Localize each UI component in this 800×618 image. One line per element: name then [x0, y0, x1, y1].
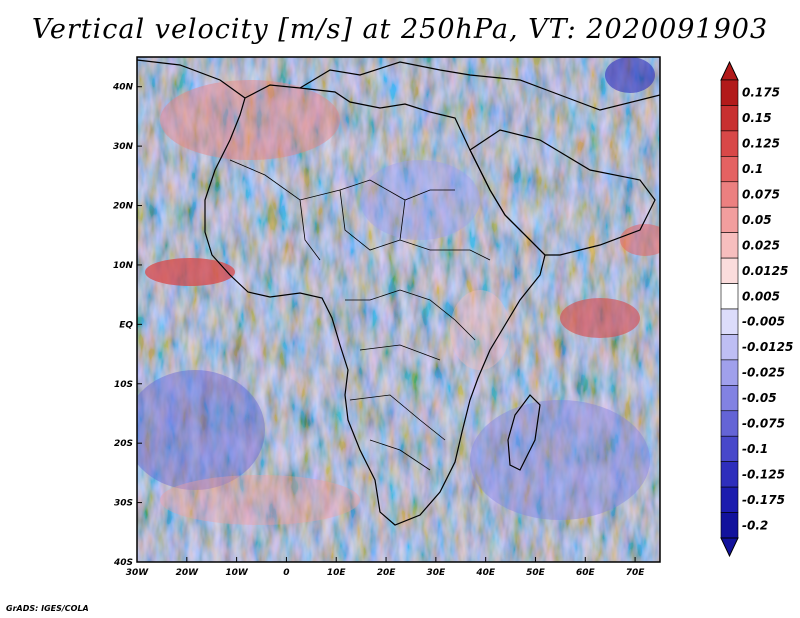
colorbar-label: -0.175	[742, 493, 785, 507]
lon-tick-label: 20W	[176, 568, 200, 578]
africa-coastline	[204, 84, 546, 526]
colorbar-segment	[720, 435, 739, 462]
lon-tick-label: 0	[283, 568, 289, 578]
lat-tick-label: 10S	[114, 380, 133, 390]
colorbar-segment	[720, 79, 739, 106]
coastlines	[137, 59, 660, 526]
colorbar-segment	[720, 130, 739, 157]
colorbar-label: -0.05	[742, 391, 777, 405]
colorbar-label: -0.125	[742, 467, 785, 481]
colorbar-label: -0.005	[742, 315, 785, 329]
lon-tick-label: 10E	[327, 568, 347, 578]
lon-tick-label: 30E	[427, 568, 447, 578]
country-borders	[229, 159, 491, 471]
colorbar-label: 0.0125	[742, 264, 788, 278]
colorbar-top-arrow	[720, 60, 739, 81]
lon-tick-label: 70E	[626, 568, 646, 578]
colorbar: 0.175 0.15 0.125 0.1 0.075 0.05 0.025 0.0125 0.0…	[720, 60, 793, 558]
colorbar-label: -0.0125	[742, 340, 793, 354]
colorbar-bottom-arrow	[720, 537, 739, 558]
lon-tick-label: 60E	[576, 568, 596, 578]
latitude-axis: 40N 30N 20N 10N EQ 10S 20S 30S 40S	[112, 83, 142, 568]
lat-tick-label: EQ	[119, 320, 133, 330]
lat-tick-label: 20N	[113, 202, 134, 212]
lat-tick-label: 30N	[113, 142, 134, 152]
colorbar-segment	[720, 410, 739, 437]
colorbar-segment	[720, 486, 739, 513]
lon-tick-label: 40E	[475, 568, 496, 578]
longitude-axis: 30W 20W 10W 0 10E 20E 30E 40E 50E 60E 70E	[126, 557, 646, 578]
colorbar-segment	[720, 156, 739, 183]
velocity-field	[137, 57, 660, 562]
colorbar-segment	[720, 206, 739, 233]
lat-tick-label: 40S	[113, 558, 133, 568]
colorbar-segment	[720, 232, 739, 259]
colorbar-label: 0.1	[742, 162, 763, 176]
colorbar-label: 0.005	[742, 289, 780, 303]
colorbar-segment	[720, 257, 739, 284]
colorbar-segment	[720, 512, 739, 539]
colorbar-segment	[720, 461, 739, 488]
madagascar-outline	[507, 394, 541, 471]
lat-tick-label: 20S	[114, 439, 133, 449]
colorbar-segment	[720, 283, 739, 310]
lat-tick-label: 40N	[112, 83, 134, 93]
plot-frame	[136, 56, 661, 563]
lon-tick-label: 10W	[225, 568, 249, 578]
colorbar-segment	[720, 181, 739, 208]
colorbar-label: 0.175	[742, 86, 780, 100]
colorbar-label: 0.025	[742, 238, 780, 252]
lon-tick-label: 30W	[126, 568, 150, 578]
colorbar-label: -0.075	[742, 417, 785, 431]
colorbar-segment	[720, 334, 739, 361]
colorbar-label: -0.1	[742, 442, 768, 456]
colorbar-segment	[720, 385, 739, 412]
lon-tick-label: 20E	[377, 568, 397, 578]
arabian-peninsula-outline	[469, 129, 656, 256]
colorbar-label: -0.025	[742, 366, 785, 380]
colorbar-label: -0.2	[742, 518, 768, 532]
colorbar-label: 0.125	[742, 137, 780, 151]
lat-tick-label: 10N	[113, 261, 134, 271]
colorbar-label: 0.05	[742, 213, 772, 227]
colorbar-label: 0.15	[742, 111, 772, 125]
colorbar-segment	[720, 359, 739, 386]
chart-title: Vertical velocity [m/s] at 250hPa, VT: 2…	[31, 14, 769, 45]
footer-credit: GrADS: IGES/COLA	[6, 604, 89, 613]
europe-outline	[137, 59, 660, 111]
colorbar-label: 0.075	[742, 188, 780, 202]
colorbar-segment	[720, 105, 739, 132]
lat-tick-label: 30S	[114, 499, 133, 509]
lon-tick-label: 50E	[526, 568, 546, 578]
colorbar-segment	[720, 308, 739, 335]
